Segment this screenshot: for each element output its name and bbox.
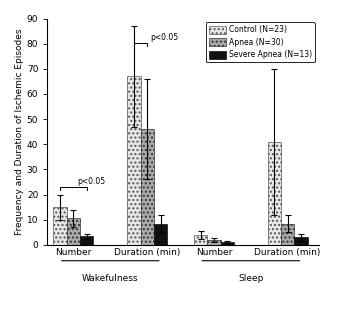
Bar (54, 207, 67, 245)
Legend: Control (N=23), Apnea (N=30), Severe Apnea (N=13): Control (N=23), Apnea (N=30), Severe Apn… (206, 22, 315, 62)
Text: p<0.05: p<0.05 (77, 177, 105, 186)
Text: Wakefulness: Wakefulness (82, 274, 139, 283)
Bar (127, 76, 141, 245)
Bar (281, 223, 294, 245)
Y-axis label: Frequency and Duration of Ischemic Episodes: Frequency and Duration of Ischemic Episo… (15, 29, 24, 235)
Bar (294, 237, 308, 245)
Bar (67, 218, 80, 245)
Bar (220, 242, 234, 245)
Text: Sleep: Sleep (238, 274, 264, 283)
Bar (154, 223, 167, 245)
Bar (194, 235, 207, 245)
Bar (80, 236, 93, 245)
Bar (268, 142, 281, 245)
Bar (207, 240, 220, 245)
Text: p<0.05: p<0.05 (151, 34, 179, 42)
Bar (141, 129, 154, 245)
